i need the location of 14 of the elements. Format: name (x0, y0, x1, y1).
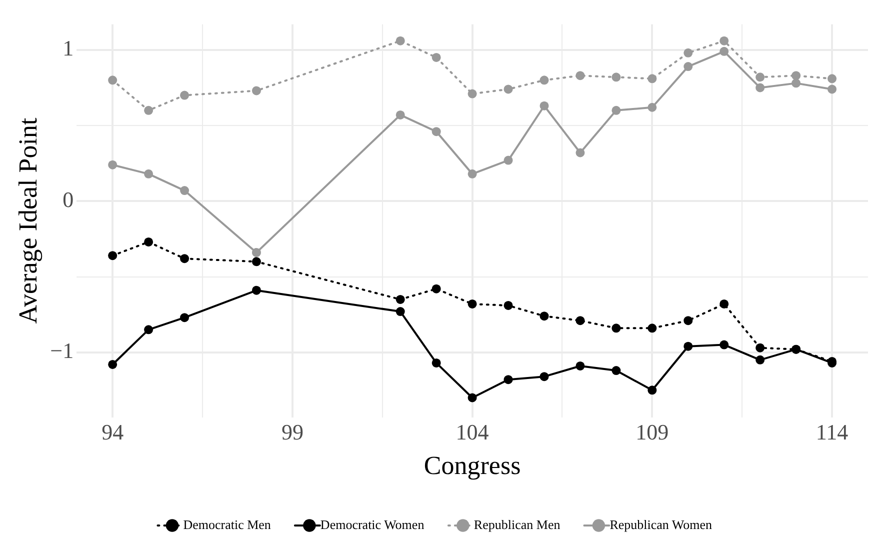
x-tick-label: 99 (281, 419, 304, 444)
legend-label: Democratic Men (183, 516, 272, 532)
x-tick-label: 94 (102, 419, 124, 444)
y-axis-title: Average Ideal Point (13, 117, 42, 324)
y-tick-label: −1 (50, 338, 74, 364)
x-tick-label: 104 (456, 419, 489, 444)
x-tick-label: 114 (816, 419, 848, 444)
legend-label: Democratic Women (320, 516, 425, 532)
legend-label: Republican Men (474, 516, 561, 532)
y-tick-label: 1 (62, 36, 74, 61)
x-tick-label: 109 (636, 419, 669, 444)
y-tick-label: 0 (62, 186, 74, 212)
x-axis-title: Congress (424, 451, 521, 480)
legend-label: Republican Women (610, 516, 713, 532)
